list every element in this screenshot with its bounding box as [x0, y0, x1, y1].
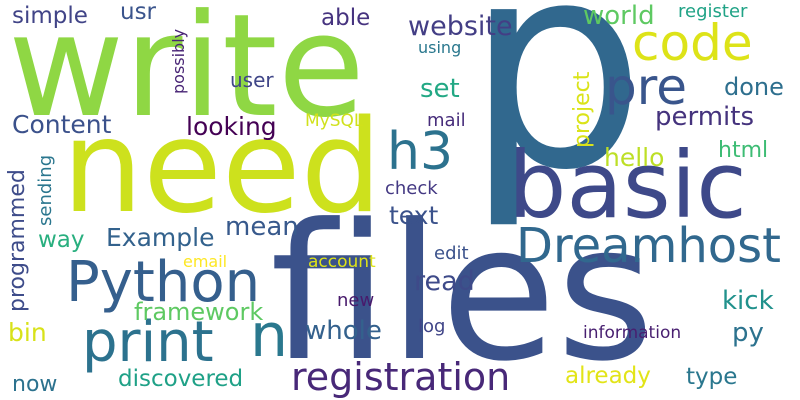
word-kick: kick — [722, 286, 774, 316]
word-need: need — [62, 93, 382, 242]
word-whole: whole — [305, 316, 382, 346]
word-framework: framework — [134, 298, 264, 326]
word-information: information — [583, 323, 682, 343]
word-read: read — [414, 266, 475, 297]
word-able: able — [321, 5, 371, 31]
word-programmed: programmed — [5, 169, 30, 312]
word-log: log — [418, 316, 446, 337]
word-write: write — [8, 0, 366, 149]
word-world: world — [583, 1, 655, 31]
word-edit: edit — [434, 243, 469, 264]
word-pre: pre — [605, 58, 687, 116]
word-now: now — [12, 372, 58, 397]
word-type: type — [686, 364, 738, 390]
word-print: print — [82, 310, 214, 375]
word-basic: basic — [508, 132, 747, 239]
word-done: done — [724, 73, 784, 101]
word-python: Python — [66, 250, 261, 315]
word-py: py — [732, 318, 764, 348]
word-example: Example — [106, 223, 215, 252]
word-account: account — [308, 252, 376, 272]
word-register: register — [678, 1, 748, 22]
word-text: text — [389, 201, 439, 230]
word-content: Content — [12, 110, 112, 139]
word-p: p — [465, 0, 646, 233]
word-website: website — [408, 11, 513, 42]
word-check: check — [385, 178, 438, 199]
word-mail: mail — [427, 110, 466, 131]
word-already: already — [565, 363, 651, 389]
word-mysql: MySQL — [305, 111, 364, 131]
word-simple: simple — [12, 3, 88, 29]
word-permits: permits — [655, 102, 755, 132]
word-dreamhost: Dreamhost — [516, 218, 781, 274]
word-project: project — [570, 71, 595, 148]
word-using: using — [418, 38, 462, 57]
word-user: user — [230, 68, 274, 92]
word-n: n — [250, 301, 289, 371]
word-new: new — [337, 290, 375, 311]
word-looking: looking — [186, 112, 277, 141]
word-bin: bin — [8, 318, 47, 347]
word-sending: sending — [35, 154, 56, 226]
word-way: way — [38, 227, 85, 253]
word-possibly: possibly — [169, 28, 188, 94]
word-mean: mean — [225, 212, 299, 242]
word-discovered: discovered — [118, 366, 244, 392]
word-registration: registration — [291, 355, 511, 399]
word-code: code — [632, 14, 753, 72]
word-set: set — [420, 74, 460, 104]
word-h3: h3 — [387, 122, 454, 182]
word-files: files — [270, 184, 655, 400]
word-usr: usr — [120, 0, 157, 25]
word-html: html — [718, 138, 769, 163]
word-hello: hello — [604, 143, 665, 172]
word-email: email — [183, 252, 228, 271]
